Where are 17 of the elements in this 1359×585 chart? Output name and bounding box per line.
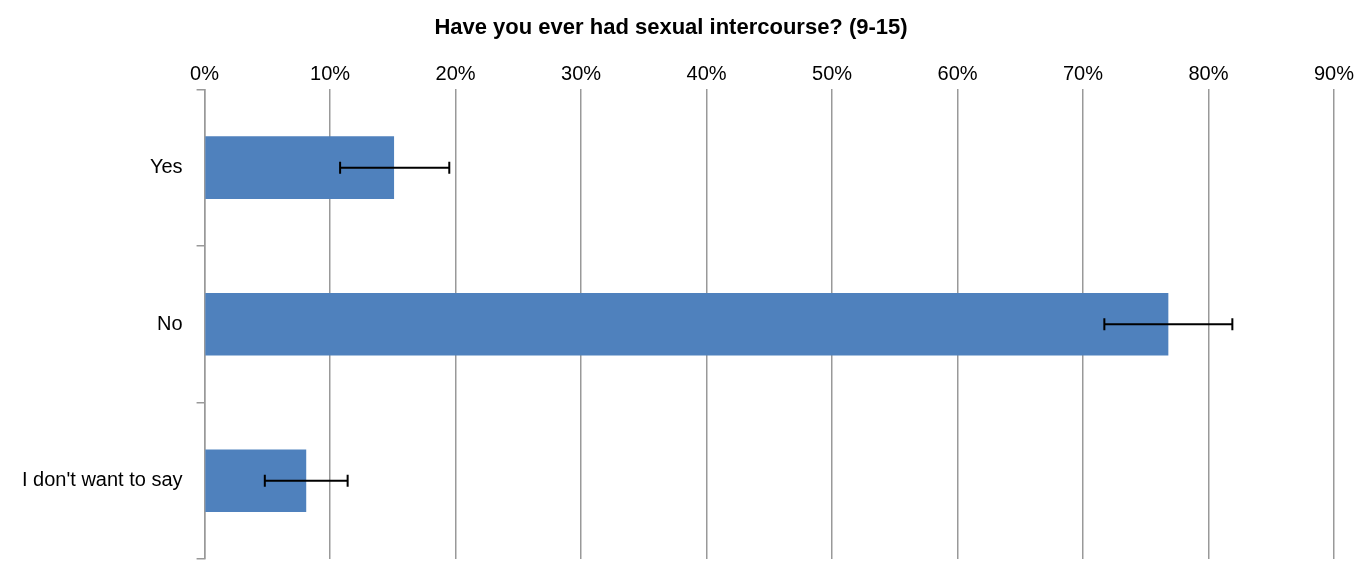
x-tick-label: 70% [1063,61,1104,84]
x-tick-label: 10% [310,61,351,84]
x-tick-label: 0% [190,61,220,84]
chart-title: Have you ever had sexual intercourse? (9-15) [434,14,908,40]
x-tick-label: 40% [686,61,727,84]
x-tick-label: 90% [1313,61,1355,84]
x-tick-label: 30% [561,61,602,84]
bar [205,292,1169,356]
x-tick-label: 50% [812,61,853,84]
y-tick-label: I don't want to say [22,468,183,491]
y-tick-label: No [157,311,183,334]
x-tick-label: 20% [435,61,476,84]
bar [205,136,395,199]
x-tick-label: 80% [1188,61,1229,84]
y-tick-label: Yes [149,155,183,178]
bar [205,449,307,513]
x-tick-label: 60% [937,61,978,84]
